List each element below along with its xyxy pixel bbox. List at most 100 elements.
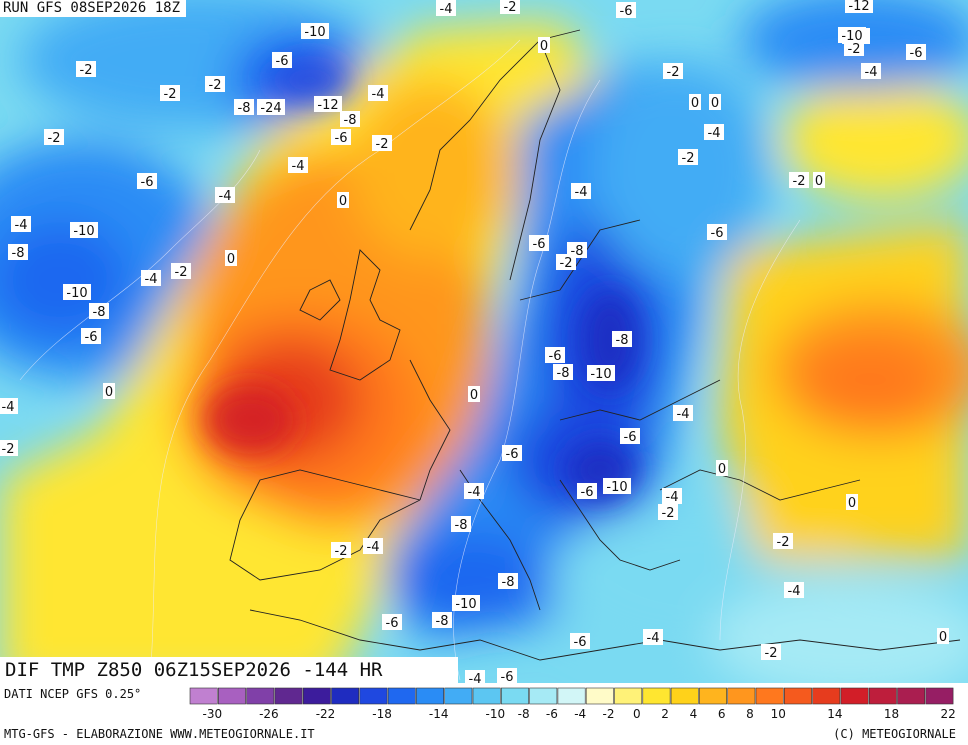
contour-label: -4 [141,270,161,287]
contour-label: -6 [331,129,351,146]
contour-label: -2 [773,533,793,550]
contour-label: 0 [337,192,349,209]
scale-swatch [699,687,728,705]
svg-text:-2: -2 [793,174,806,189]
contour-label: -4 [643,629,663,646]
scale-swatch [529,687,558,705]
contour-label: -8 [234,99,254,116]
svg-text:-10: -10 [73,224,94,239]
svg-text:0: 0 [711,96,719,111]
contour-label: -10 [301,23,329,40]
svg-text:-4: -4 [469,672,482,683]
svg-text:-10: -10 [841,29,862,44]
contour-label: 0 [937,628,949,645]
svg-text:-6: -6 [574,635,587,650]
contour-label: -6 [616,2,636,19]
contour-label: -6 [570,633,590,650]
contour-label: -6 [906,44,926,61]
scale-tick-label: 4 [690,707,698,721]
contour-label: -10 [63,284,91,301]
contour-label: -2 [205,76,225,93]
svg-text:-2: -2 [175,265,188,280]
contour-label: -8 [432,612,452,629]
svg-text:0: 0 [939,630,947,645]
svg-text:-4: -4 [15,218,28,233]
svg-text:0: 0 [691,96,699,111]
svg-text:-6: -6 [501,670,514,683]
contour-label: -4 [288,157,308,174]
svg-text:-2: -2 [376,137,389,152]
contour-label: -2 [663,63,683,80]
scale-swatch [302,687,331,705]
contour-label: -2 [0,440,18,457]
copyright-credit: (C) METEOGIORNALE [833,727,956,741]
svg-text:-8: -8 [238,101,251,116]
contour-label: -6 [502,445,522,462]
contour-label: -4 [363,538,383,555]
svg-text:-4: -4 [2,400,15,415]
svg-text:-4: -4 [145,272,158,287]
contour-label: -2 [844,40,864,57]
svg-text:-12: -12 [848,0,869,14]
svg-text:-6: -6 [85,330,98,345]
svg-text:0: 0 [718,462,726,477]
svg-text:-4: -4 [219,189,232,204]
svg-text:-6: -6 [141,175,154,190]
contour-label: -4 [784,582,804,599]
svg-text:-2: -2 [335,544,348,559]
svg-text:0: 0 [848,496,856,511]
svg-text:-10: -10 [590,367,611,382]
svg-text:-4: -4 [372,87,385,102]
svg-text:0: 0 [105,385,113,400]
scale-tick-label: 22 [940,707,955,721]
scale-tick-label: 0 [633,707,641,721]
contour-label: -12 [845,0,873,14]
contour-label: -4 [215,187,235,204]
contour-label: -4 [0,398,18,415]
scale-swatch [585,687,614,705]
contour-label: -8 [451,516,471,533]
svg-text:-2: -2 [504,0,517,15]
svg-text:-6: -6 [386,616,399,631]
scale-swatch [840,687,869,705]
scale-swatch [557,687,586,705]
color-scale: -30-26-22-18-14-10-8-6-4-202468101418223… [189,687,956,721]
svg-text:-2: -2 [662,506,675,521]
scale-tick-label: -10 [485,707,505,721]
contour-label: -4 [571,183,591,200]
svg-text:-10: -10 [304,25,325,40]
scale-tick-label: -2 [603,707,615,721]
scale-tick-label: 6 [718,707,726,721]
scale-tick-label: 2 [661,707,669,721]
contour-label: -6 [577,483,597,500]
scale-tick-label: -8 [518,707,530,721]
scale-swatch [783,687,812,705]
scale-swatch [925,687,954,705]
contour-label: -8 [612,331,632,348]
svg-text:0: 0 [339,194,347,209]
scale-swatch [897,687,926,705]
svg-text:-8: -8 [436,614,449,629]
svg-text:-10: -10 [66,286,87,301]
scale-swatch [218,687,246,705]
scale-swatch [246,687,275,705]
contour-label: -24 [257,99,285,116]
svg-text:-2: -2 [80,63,93,78]
contour-label: -8 [553,364,573,381]
contour-label: -6 [529,235,549,252]
scale-swatch [642,687,671,705]
contour-label: -2 [372,135,392,152]
svg-text:-4: -4 [666,490,679,505]
svg-text:-6: -6 [711,226,724,241]
svg-text:-4: -4 [292,159,305,174]
contour-label: -4 [704,124,724,141]
isotherm-lines [19,39,801,681]
scale-tick-label: -30 [202,707,222,721]
scale-swatch [416,687,444,705]
svg-text:-2: -2 [209,78,222,93]
field-title: DIF TMP Z850 06Z15SEP2026 -144 HR [0,657,458,683]
svg-text:-6: -6 [276,54,289,69]
svg-text:-2: -2 [765,646,778,661]
scale-tick-label: 8 [746,707,754,721]
contour-label: -8 [498,573,518,590]
